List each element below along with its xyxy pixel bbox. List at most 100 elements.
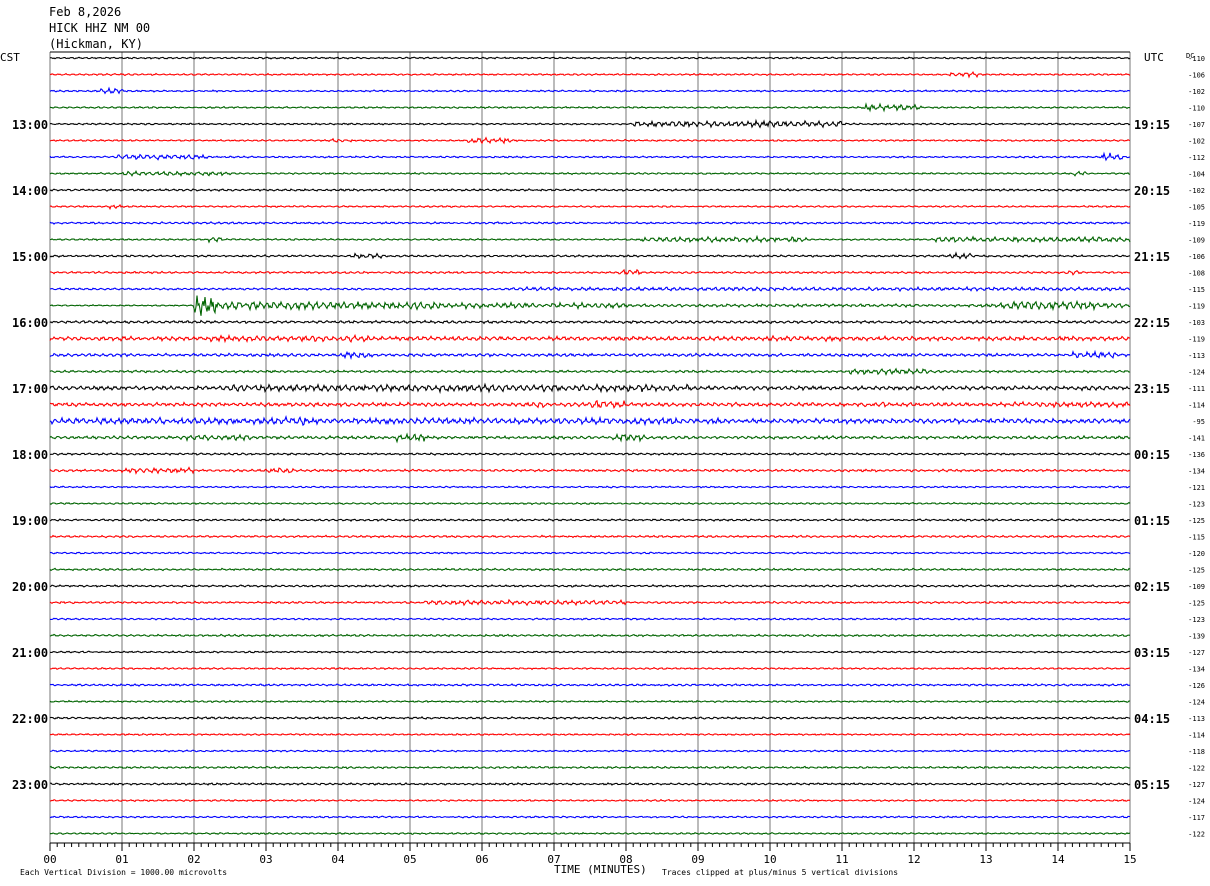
trace-row-22 (49, 415, 1131, 427)
minute-grid (49, 51, 1131, 844)
trace-row-19 (49, 367, 1131, 377)
utc-axis-label: UTC (1144, 51, 1164, 64)
trace-row-11 (49, 234, 1131, 244)
x-tick-label-06: 06 (475, 853, 488, 866)
x-tick-label-11: 11 (835, 853, 848, 866)
dc-offset-label: -123 (1188, 616, 1205, 624)
utc-hour-label: 05:15 (1134, 778, 1170, 792)
utc-hour-label: 04:15 (1134, 712, 1170, 726)
dc-offset-label: -123 (1188, 501, 1205, 509)
x-tick-label-14: 14 (1051, 853, 1065, 866)
x-tick-label-08: 08 (619, 853, 632, 866)
trace-row-41 (49, 732, 1131, 737)
x-axis-title: TIME (MINUTES) (554, 863, 647, 876)
cst-hour-label: 23:00 (12, 778, 48, 792)
x-tick-label-10: 10 (763, 853, 776, 866)
dc-offset-label: -141 (1188, 435, 1205, 443)
dc-offset-label: -106 (1188, 72, 1205, 80)
dc-offset-label: -121 (1188, 484, 1205, 492)
trace-row-32 (49, 584, 1131, 588)
dc-offset-label: -110 (1188, 55, 1205, 63)
trace-row-47 (49, 831, 1131, 836)
dc-offset-label: -125 (1188, 567, 1205, 575)
trace-row-1 (49, 71, 1131, 79)
trace-row-16 (49, 319, 1131, 325)
dc-offset-label: -102 (1188, 187, 1205, 195)
trace-row-4 (49, 118, 1131, 129)
trace-row-30 (49, 551, 1131, 555)
x-tick-label-03: 03 (259, 853, 272, 866)
dc-offset-label: -103 (1188, 319, 1205, 327)
scale-note: Each Vertical Division = 1000.00 microvo… (20, 868, 228, 877)
x-tick-label-01: 01 (115, 853, 128, 866)
dc-offset-label: -115 (1188, 286, 1205, 294)
trace-row-28 (49, 518, 1131, 523)
trace-row-29 (49, 534, 1131, 539)
trace-row-46 (49, 815, 1131, 819)
trace-group (49, 56, 1131, 836)
trace-row-13 (49, 268, 1131, 276)
dc-offset-label: -111 (1188, 385, 1205, 393)
trace-row-0 (49, 56, 1131, 60)
trace-row-42 (49, 749, 1131, 753)
trace-row-10 (49, 221, 1131, 225)
trace-row-40 (49, 715, 1131, 720)
utc-hour-label: 01:15 (1134, 514, 1170, 528)
dc-offset-label: -122 (1188, 765, 1205, 773)
trace-row-17 (49, 333, 1131, 344)
trace-row-44 (49, 782, 1131, 786)
dc-offset-label: -117 (1188, 814, 1205, 822)
x-tick-label-13: 13 (979, 853, 992, 866)
dc-offset-label: -109 (1188, 583, 1205, 591)
cst-hour-label: 19:00 (12, 514, 48, 528)
trace-row-8 (49, 188, 1131, 192)
dc-offset-label: -113 (1188, 715, 1205, 723)
trace-row-12 (49, 251, 1131, 260)
x-tick-label-09: 09 (691, 853, 704, 866)
trace-row-7 (49, 170, 1131, 177)
cst-hour-label: 16:00 (12, 316, 48, 330)
trace-row-39 (49, 699, 1131, 704)
x-tick-label-02: 02 (187, 853, 200, 866)
dc-offset-label: -119 (1188, 220, 1205, 228)
dc-column-label: DC (1186, 52, 1194, 60)
trace-row-31 (49, 567, 1131, 572)
cst-hour-label: 22:00 (12, 712, 48, 726)
cst-hour-label: 17:00 (12, 382, 48, 396)
dc-offset-label: -109 (1188, 237, 1205, 245)
x-tick-label-12: 12 (907, 853, 920, 866)
cst-hour-label: 14:00 (12, 184, 48, 198)
trace-row-21 (49, 399, 1131, 409)
dc-offset-label: -102 (1188, 138, 1205, 146)
trace-row-26 (49, 485, 1131, 489)
time-axis: 00 01 02 03 04 05 06 07 08 09 10 11 12 13 14 15 (43, 843, 1137, 866)
x-tick-label-05: 05 (403, 853, 416, 866)
trace-row-35 (49, 633, 1131, 638)
trace-row-27 (49, 501, 1131, 506)
utc-hour-label: 20:15 (1134, 184, 1170, 198)
x-tick-label-15: 15 (1123, 853, 1136, 866)
dc-offset-label: -120 (1188, 550, 1205, 558)
trace-row-24 (49, 452, 1131, 456)
dc-offset-label: -115 (1188, 534, 1205, 542)
x-tick-label-00: 00 (43, 853, 56, 866)
x-tick-label-04: 04 (331, 853, 345, 866)
dc-offset-label: -136 (1188, 451, 1205, 459)
chart-date: Feb 8,2026 (49, 5, 122, 19)
dc-offset-label: -106 (1188, 253, 1205, 261)
cst-hour-label: 21:00 (12, 646, 48, 660)
utc-hour-label: 03:15 (1134, 646, 1170, 660)
trace-row-15 (49, 295, 1131, 316)
cst-axis-label: CST (0, 51, 20, 64)
dc-offset-label: -95 (1192, 418, 1205, 426)
dc-offset-label: -110 (1188, 105, 1205, 113)
cst-hour-label: 18:00 (12, 448, 48, 462)
dc-offset-label: -108 (1188, 270, 1205, 278)
trace-row-23 (49, 432, 1131, 444)
trace-row-34 (49, 617, 1131, 621)
dc-offset-label: -125 (1188, 600, 1205, 608)
trace-row-5 (49, 136, 1131, 145)
trace-row-33 (49, 598, 1131, 607)
trace-row-36 (49, 650, 1131, 654)
